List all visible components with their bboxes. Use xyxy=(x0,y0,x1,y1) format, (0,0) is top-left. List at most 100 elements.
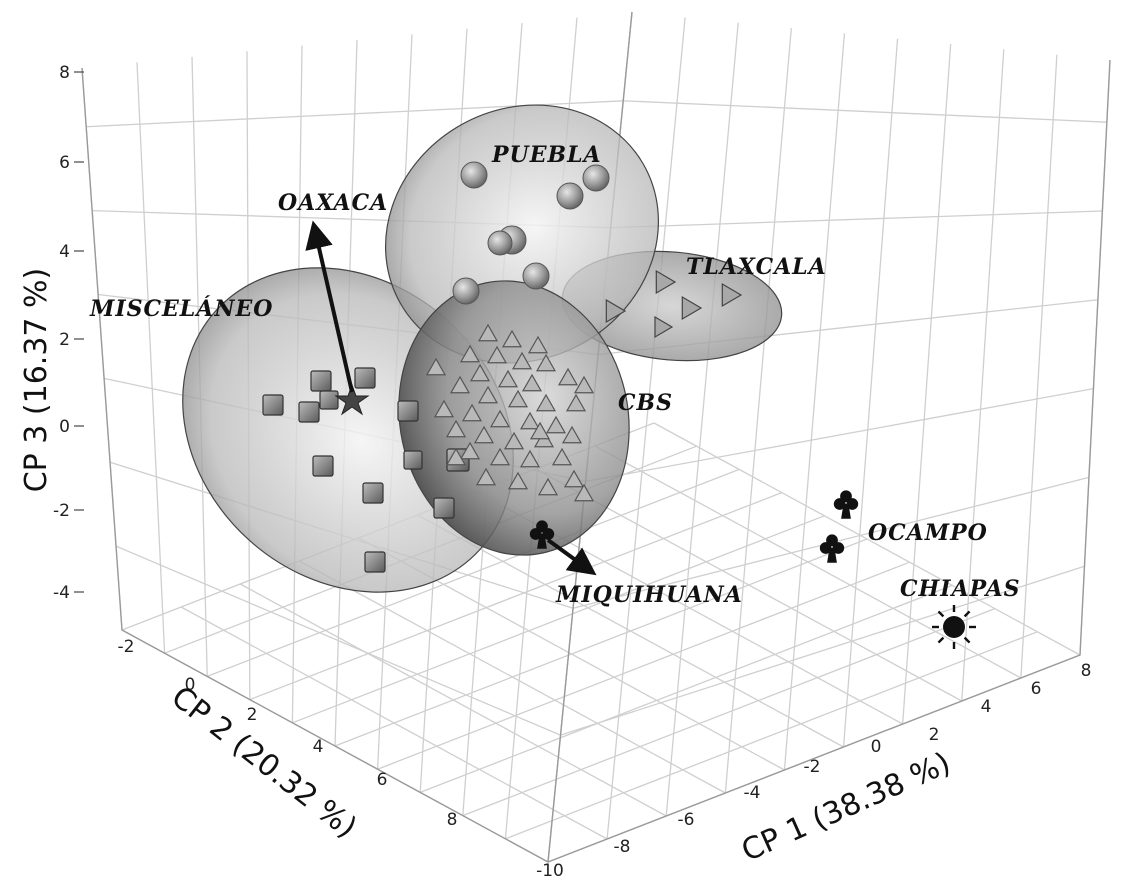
x-tick-label: -4 xyxy=(744,783,761,803)
marker-chiapas xyxy=(932,605,976,649)
marker-miquihuana xyxy=(529,520,555,549)
marker-puebla xyxy=(487,230,513,256)
wall-gridline xyxy=(783,33,846,771)
x-tick-label: -8 xyxy=(614,837,631,857)
x-tick-label: 8 xyxy=(1081,661,1092,681)
marker-cbs xyxy=(503,431,525,450)
club-lobe xyxy=(819,542,832,554)
wall-gridline xyxy=(1020,54,1058,679)
marker-miscelaneo xyxy=(403,450,423,470)
label-tlaxcala: TLAXCALA xyxy=(686,254,827,280)
wall-gridline xyxy=(623,100,1107,123)
arrow-miquihuana xyxy=(546,538,597,576)
label-oaxaca: OAXACA xyxy=(278,190,388,216)
marker-ocampo xyxy=(833,490,859,519)
marker-cbs xyxy=(535,353,557,372)
sun-ray xyxy=(937,610,945,618)
z-tick-label: 6 xyxy=(59,153,70,173)
label-misceláneo: MISCELÁNEO xyxy=(89,295,273,322)
marker-miscelaneo xyxy=(312,455,334,477)
z-tick-label: 2 xyxy=(59,330,70,350)
marker-cbs xyxy=(557,367,579,386)
floor-gridline xyxy=(377,561,910,770)
z-axis-title: CP 3 (16.37 %) xyxy=(19,268,54,493)
marker-cbs xyxy=(486,345,508,364)
floor-gridline xyxy=(653,422,1081,656)
club-stem xyxy=(537,534,547,549)
marker-cbs xyxy=(537,477,559,496)
y-tick-label: 2 xyxy=(247,705,258,725)
z-tick-label: 0 xyxy=(59,417,70,437)
x-tick-label: 4 xyxy=(981,697,992,717)
y-tick-label: -10 xyxy=(536,861,564,881)
marker-cbs xyxy=(477,385,499,404)
club-lobe xyxy=(529,528,542,540)
marker-miscelaneo xyxy=(298,401,320,423)
marker-cbs xyxy=(497,369,519,388)
y-tick-label: -2 xyxy=(118,637,135,657)
marker-cbs xyxy=(459,441,481,460)
club-stem xyxy=(841,504,851,519)
label-chiapas: CHIAPAS xyxy=(900,576,1021,602)
marker-cbs xyxy=(519,411,541,430)
floor-gridline xyxy=(334,538,868,747)
marker-cbs xyxy=(445,447,467,466)
marker-tlaxcala xyxy=(605,298,627,324)
marker-cbs xyxy=(521,373,543,392)
marker-puebla xyxy=(582,164,610,192)
marker-miscelaneo xyxy=(362,482,384,504)
marker-cbs xyxy=(507,471,529,490)
wall-gridline xyxy=(665,22,739,817)
marker-oaxaca xyxy=(334,383,370,416)
floor-gridline xyxy=(462,607,996,817)
marker-cbs xyxy=(511,351,533,370)
wall-gridline xyxy=(560,565,1085,736)
marker-cbs xyxy=(477,323,499,342)
wall-gridline xyxy=(610,210,1103,229)
floor-gridline xyxy=(206,468,740,678)
x-axis-title: CP 1 (38.38 %) xyxy=(736,746,955,869)
marker-miscelaneo xyxy=(262,394,284,416)
z-tick-label: -2 xyxy=(53,501,70,521)
marker-puebla xyxy=(522,262,550,290)
marker-cbs xyxy=(573,483,595,502)
wall-gridline xyxy=(136,62,166,654)
y-axis-title: CP 2 (20.32 %) xyxy=(165,680,363,846)
z-tick-label: 4 xyxy=(59,242,70,262)
label-ocampo: OCAMPO xyxy=(868,520,988,546)
marker-cbs xyxy=(545,415,567,434)
club-stem xyxy=(827,548,837,563)
y-tick-label: 6 xyxy=(377,770,388,790)
marker-tlaxcala xyxy=(721,282,743,308)
wall-gridline xyxy=(724,27,792,794)
club-lobe xyxy=(833,498,846,510)
wall-gridline xyxy=(115,545,561,736)
marker-miscelaneo xyxy=(397,400,419,422)
floor-gridline xyxy=(417,514,844,748)
z-tick-label: 8 xyxy=(59,63,70,83)
wall-gridline xyxy=(606,17,686,840)
marker-cbs xyxy=(445,419,467,438)
wall-gridline xyxy=(585,387,1094,483)
marker-cbs xyxy=(527,335,549,354)
marker-miscelaneo xyxy=(319,390,339,410)
marker-ocampo xyxy=(819,534,845,563)
floor-gridline xyxy=(299,560,726,794)
z-tick-label: -4 xyxy=(53,583,70,603)
floor-gridline xyxy=(505,631,1038,840)
x-tick-label: -2 xyxy=(804,757,821,777)
sun-ray xyxy=(963,636,971,644)
marker-cbs xyxy=(551,447,573,466)
label-cbs: CBS xyxy=(618,390,673,416)
marker-cbs xyxy=(489,447,511,466)
label-layer: PUEBLA OAXACA TLAXCALA MISCELÁNEO CBS MIQUIHU… xyxy=(89,142,1021,608)
marker-tlaxcala xyxy=(655,269,677,295)
ellipse-layer xyxy=(182,104,783,593)
marker-cbs xyxy=(489,409,511,428)
marker-cbs xyxy=(473,425,495,444)
marker-puebla xyxy=(556,182,584,210)
floor-gridline xyxy=(594,445,1022,679)
marker-cbs xyxy=(561,425,583,444)
